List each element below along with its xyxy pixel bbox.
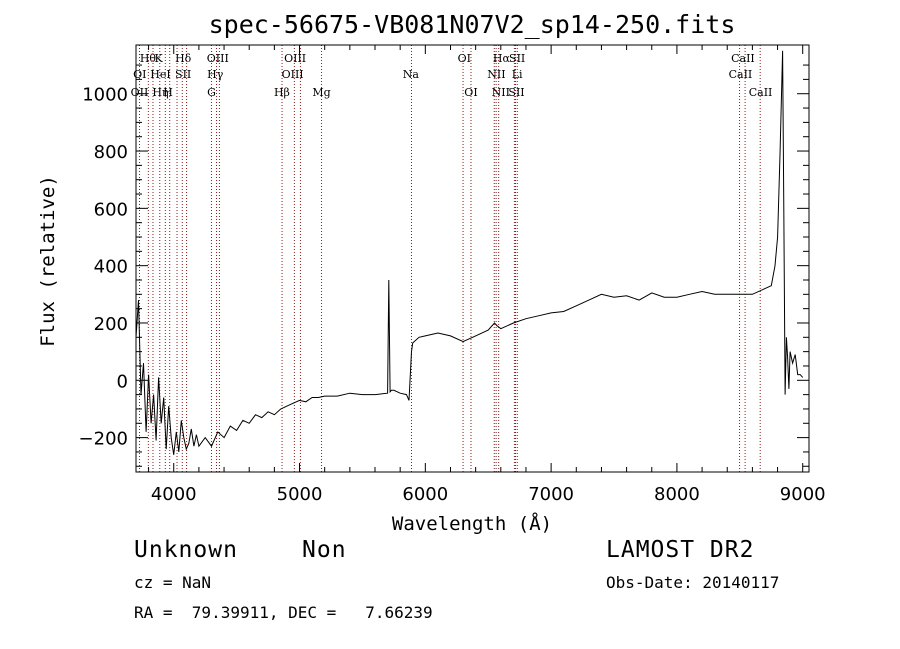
line-label: Hγ [207, 68, 224, 81]
y-tick-label: 200 [94, 314, 128, 335]
survey-name: LAMOST DR2 [606, 537, 755, 563]
line-label: Hα [493, 52, 511, 65]
x-tick-label: 5000 [277, 484, 323, 505]
x-tick-label: 7000 [528, 484, 574, 505]
line-label: G [207, 86, 216, 99]
line-label: NII [487, 68, 505, 81]
observation-date: Obs-Date: 20140117 [606, 573, 780, 592]
line-label: OI [464, 86, 477, 99]
x-tick-label: 6000 [402, 484, 448, 505]
object-subclass: Non [302, 537, 347, 563]
line-label: SII [175, 68, 191, 81]
line-label: Hδ [175, 52, 192, 65]
line-label: SII [509, 52, 525, 65]
object-class: Unknown [134, 537, 238, 563]
line-label: Na [403, 68, 420, 81]
line-label: H [163, 86, 173, 99]
line-label: OIII [282, 68, 304, 81]
y-tick-label: 0 [117, 371, 128, 392]
chart-title: spec-56675-VB081N07V2_sp14-250.fits [209, 10, 736, 39]
x-tick-label: 9000 [780, 484, 826, 505]
line-label: Hβ [274, 86, 290, 99]
line-label: CaII [729, 68, 753, 81]
line-label: Mg [312, 86, 330, 99]
y-axis-label: Flux (relative) [37, 175, 59, 347]
emission-line-markers [139, 45, 761, 472]
spectrum-line [135, 50, 804, 455]
coordinates: RA = 79.39911, DEC = 7.66239 [134, 603, 433, 622]
y-axis-ticks: −200 0 200 400 600 800 1000 [79, 64, 809, 467]
x-tick-label: 8000 [654, 484, 700, 505]
line-label: K [155, 52, 164, 65]
line-label: NII [492, 86, 510, 99]
line-label: OIII [284, 52, 306, 65]
redshift-value: cz = NaN [134, 573, 212, 592]
line-label: OII [131, 86, 149, 99]
line-label: CaII [731, 52, 755, 65]
line-label: OI [458, 52, 471, 65]
plot-frame [135, 44, 810, 473]
y-tick-label: 800 [94, 142, 128, 163]
line-label: SII [508, 86, 524, 99]
x-axis-label: Wavelength (Å) [392, 512, 552, 535]
y-tick-label: 1000 [82, 85, 128, 106]
line-label: Hθ [140, 52, 157, 65]
line-label: OIII [207, 52, 229, 65]
y-tick-label: 400 [94, 257, 128, 278]
line-label: CaII [749, 86, 773, 99]
y-tick-label: −200 [79, 429, 128, 450]
x-axis-ticks: 4000 5000 6000 7000 8000 9000 [148, 45, 826, 505]
x-tick-label: 4000 [151, 484, 197, 505]
line-label: Hη [152, 86, 168, 99]
line-label: HeI [150, 68, 170, 81]
line-label: Li [512, 68, 523, 81]
y-tick-label: 600 [94, 199, 128, 220]
